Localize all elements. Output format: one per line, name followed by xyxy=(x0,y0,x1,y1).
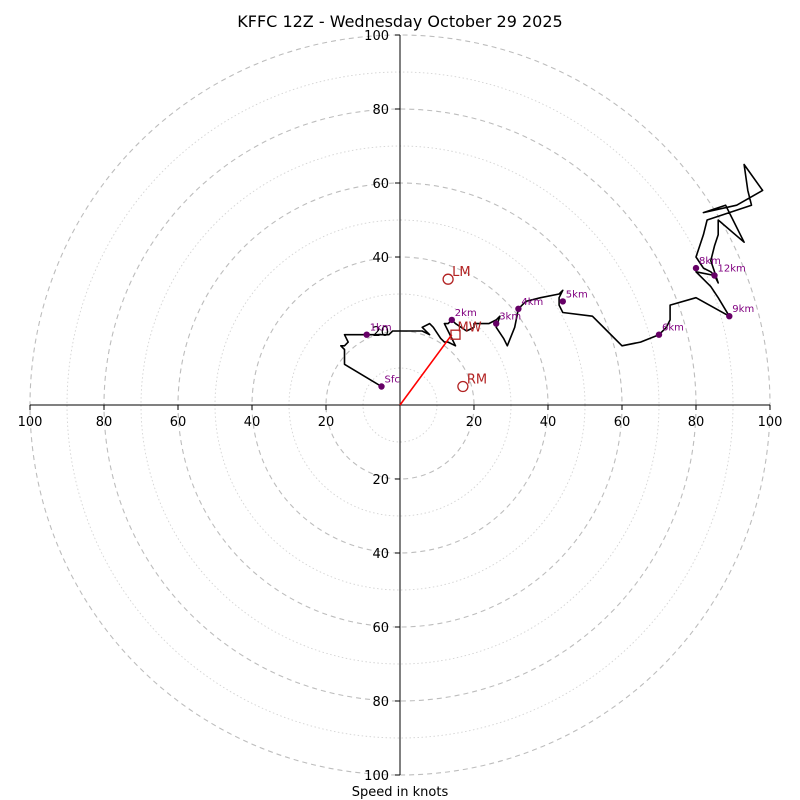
x-tick-label: 20 xyxy=(318,415,335,430)
height-point xyxy=(726,313,733,320)
height-label: 12km xyxy=(718,264,746,275)
height-label: 1km xyxy=(370,323,392,334)
mean-wind-label: MW xyxy=(458,321,482,336)
height-label: Sfc xyxy=(385,375,400,386)
y-tick-label: 100 xyxy=(364,29,389,44)
height-point xyxy=(559,298,566,305)
x-tick-label: 100 xyxy=(18,415,43,430)
mean-wind-marker xyxy=(450,329,461,340)
height-label: 8km xyxy=(699,256,721,267)
y-tick-label: 80 xyxy=(372,103,389,118)
height-label: 2km xyxy=(455,308,477,319)
height-point xyxy=(493,320,500,327)
storm-motion-vector xyxy=(399,334,453,406)
y-tick-label: 40 xyxy=(372,251,389,266)
tick-labels: 20 40 60 80 100 100 80 60 40 20 20 40 60 80 100 20 40 60 8… xyxy=(18,29,783,784)
height-point xyxy=(711,272,718,279)
height-label: 9km xyxy=(732,304,754,315)
height-label: 6km xyxy=(662,323,684,334)
height-label: 4km xyxy=(521,297,543,308)
height-point xyxy=(515,305,522,312)
x-axis-label: Speed in knots xyxy=(352,785,449,800)
x-tick-label: 60 xyxy=(614,415,631,430)
height-point xyxy=(378,383,385,390)
y-tick-label: 100 xyxy=(364,769,389,784)
y-tick-label: 60 xyxy=(372,621,389,636)
height-point xyxy=(448,316,455,324)
height-point xyxy=(655,331,663,338)
y-tick-label: 20 xyxy=(372,325,389,340)
wind-profile-line xyxy=(339,163,764,388)
height-label: 3km xyxy=(499,312,521,323)
y-tick-label: 80 xyxy=(372,695,389,710)
storm-motion-marker xyxy=(442,273,454,285)
height-point xyxy=(692,264,700,272)
y-tick-label: 20 xyxy=(372,473,389,488)
height-point xyxy=(363,331,370,338)
x-tick-label: 80 xyxy=(96,415,113,430)
y-tick-label: 60 xyxy=(372,177,389,192)
height-label: 5km xyxy=(566,289,588,300)
storm-motion-label: LM xyxy=(452,265,470,280)
x-tick-label: 40 xyxy=(540,415,557,430)
storm-motion-label: RM xyxy=(467,373,487,388)
x-tick-label: 40 xyxy=(244,415,261,430)
chart-title: KFFC 12Z - Wednesday October 29 2025 xyxy=(237,12,562,31)
x-tick-label: 80 xyxy=(688,415,705,430)
x-tick-label: 60 xyxy=(170,415,187,430)
x-tick-label: 20 xyxy=(466,415,483,430)
storm-motion-markers: LM RM MW xyxy=(399,265,487,406)
profile-series xyxy=(339,163,764,388)
y-tick-label: 40 xyxy=(372,547,389,562)
x-tick-label: 100 xyxy=(758,415,783,430)
storm-motion-marker xyxy=(457,380,469,393)
